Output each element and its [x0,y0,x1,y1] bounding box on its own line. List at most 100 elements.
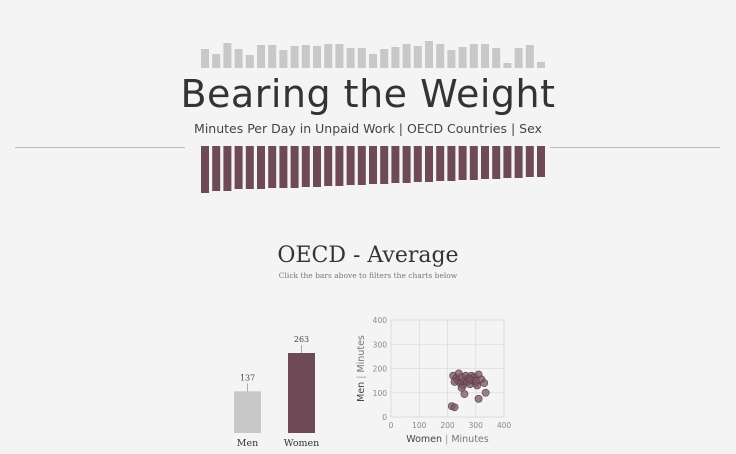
scatter-point [457,384,466,392]
header-bar-women[interactable] [503,146,512,178]
header-bar-women[interactable] [279,146,288,188]
header-bar-men[interactable] [357,48,366,68]
header-bar-women[interactable] [268,146,277,188]
header-bar-men[interactable] [346,48,355,68]
header-bar-women[interactable] [514,146,523,178]
header-bar-women[interactable] [413,146,422,182]
header-bar-men[interactable] [335,44,344,68]
x-axis-separator: | [445,434,451,445]
scatter-point [471,376,480,385]
header-bar-women[interactable] [481,146,489,179]
header-bar-men[interactable] [223,43,232,68]
sex-bar-men [234,391,261,433]
y-tick-label: 0 [382,413,387,422]
header-bar-men[interactable] [402,44,411,68]
x-tick-label: 0 [389,421,394,430]
header-bar-men[interactable] [469,44,478,68]
header-bar-women[interactable] [313,146,321,187]
section-hint: Click the bars above to filters the char… [278,271,458,280]
header-bar-women[interactable] [380,146,389,184]
y-tick-label: 100 [373,389,388,398]
x-tick-label: 400 [497,421,512,430]
sex-bar-value-label: 137 [240,373,255,382]
header-bar-women[interactable] [492,146,501,179]
header-bar-men[interactable] [279,50,288,68]
header-bar-women[interactable] [369,146,377,184]
sex-bar-category-label: Men [237,438,258,449]
header-bar-women[interactable] [324,146,333,186]
header-bar-women[interactable] [357,146,366,185]
header-bar-men[interactable] [268,45,277,68]
header-bar-men[interactable] [413,46,422,68]
header-bar-women[interactable] [234,146,243,189]
header-bar-men[interactable] [380,49,389,68]
header-bar-women[interactable] [223,146,232,191]
header-bar-women[interactable] [458,146,467,180]
header-bar-women[interactable] [537,146,545,177]
header-bar-men[interactable] [201,49,209,68]
y-axis-unit: Minutes [356,335,367,372]
y-tick-label: 300 [373,340,388,349]
header-bar-men[interactable] [369,54,377,68]
header-bar-men[interactable] [301,45,310,68]
header-bar-men[interactable] [447,50,456,68]
header-bar-men[interactable] [492,48,501,68]
header-bar-women[interactable] [245,146,254,189]
header-bar-men[interactable] [481,44,489,68]
sex-bar-category-label: Women [284,438,320,449]
header-bar-men[interactable] [257,45,265,68]
header-bar-women[interactable] [469,146,478,180]
header-bar-men[interactable] [212,54,221,68]
sex-bar-women [288,353,315,433]
header-bar-men[interactable] [503,63,512,68]
header-bar-men[interactable] [436,44,445,68]
header-bar-men[interactable] [525,45,534,68]
x-tick-label: 100 [412,421,427,430]
header-bar-women[interactable] [335,146,344,186]
header-bar-women[interactable] [391,146,400,183]
header-bar-women[interactable] [425,146,433,182]
header-bar-women[interactable] [201,146,209,193]
right-divider [550,147,720,148]
sex-bar-value-label: 263 [294,335,309,344]
header-bar-men[interactable] [514,48,523,68]
header-bar-men[interactable] [290,46,299,68]
y-tick-label: 400 [373,316,388,325]
x-tick-label: 200 [440,421,455,430]
y-axis-label: Men | Minutes [356,335,367,402]
header-bar-chart[interactable] [0,0,736,200]
header-bar-men[interactable] [324,44,333,68]
sex-bar-chart: 137 Men 263 Women [234,335,320,449]
header-bar-women[interactable] [257,146,265,189]
scatter-point [481,388,490,397]
header-bar-men[interactable] [391,47,400,68]
page-title: Bearing the Weight [180,72,556,116]
page-subtitle: Minutes Per Day in Unpaid Work | OECD Co… [194,121,542,136]
y-tick-label: 200 [373,365,388,374]
header-bar-women[interactable] [301,146,310,187]
header-bar-women[interactable] [447,146,456,181]
scatter-point [474,394,483,403]
x-axis-unit: Minutes [451,434,488,445]
header-bar-men[interactable] [537,62,545,68]
scatter-chart: 0 100 200 300 400 0 100 200 300 400 Women | Minute… [356,316,512,445]
header-bar-women[interactable] [525,146,534,177]
header-bar-men[interactable] [234,49,243,68]
header-bar-men[interactable] [245,55,254,68]
header-bar-women[interactable] [212,146,221,191]
header-bar-men[interactable] [313,46,321,68]
y-axis-title: Men [356,379,367,402]
header-bar-women[interactable] [346,146,355,185]
header-bar-men[interactable] [458,47,467,68]
x-axis-title: Women [406,434,445,445]
y-axis-separator: | [356,373,367,379]
scatter-point [450,377,459,386]
x-axis-label: Women | Minutes [406,434,488,445]
scatter-point [450,403,459,412]
section-title: OECD - Average [277,243,459,268]
header-bar-women[interactable] [290,146,299,188]
header-bar-men[interactable] [425,41,433,68]
header-bar-women[interactable] [402,146,411,183]
header-bar-women[interactable] [436,146,445,181]
left-divider [15,147,185,148]
